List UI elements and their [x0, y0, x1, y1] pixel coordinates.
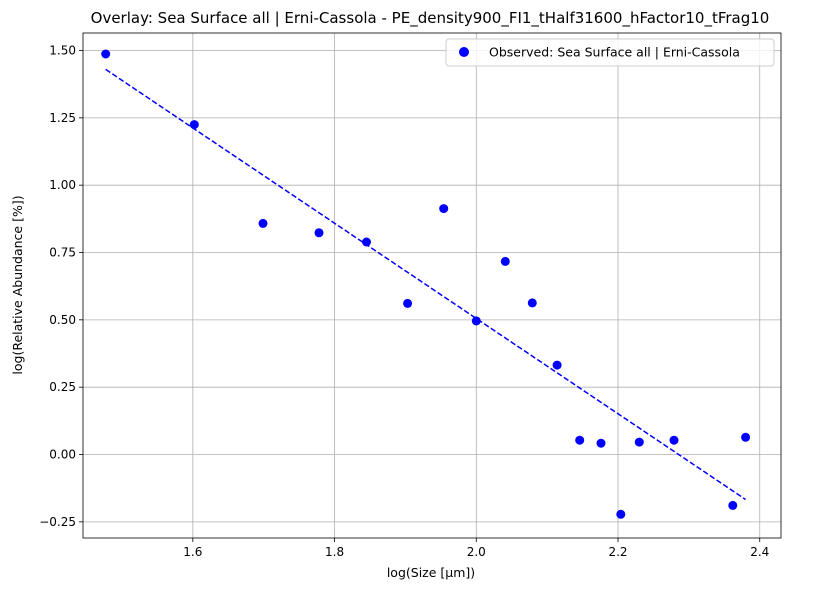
legend-box [445, 38, 775, 67]
y-tick-label: 1.25 [49, 111, 76, 125]
data-point [741, 432, 751, 442]
data-point [669, 435, 679, 445]
data-point [439, 204, 449, 214]
data-point [101, 49, 111, 59]
x-tick-label: 1.8 [325, 545, 344, 559]
data-point [527, 298, 537, 308]
data-point [575, 435, 585, 445]
x-tick-label: 2.0 [467, 545, 486, 559]
data-point [258, 218, 268, 228]
y-tick-label: 0.25 [49, 380, 76, 394]
legend-label: Observed: Sea Surface all | Erni-Cassola [489, 45, 740, 60]
plot-frame [82, 32, 782, 539]
data-point [728, 500, 738, 510]
data-point [471, 316, 481, 326]
data-point [189, 120, 199, 130]
y-tick-label: 0.75 [49, 246, 76, 260]
legend-marker [459, 47, 469, 57]
y-tick-label: 0.00 [49, 448, 76, 462]
fit-line [105, 68, 747, 501]
data-point [362, 237, 371, 247]
chart-title: Overlay: Sea Surface all | Erni-Cassola … [91, 9, 770, 28]
y-tick-label: 1.50 [49, 44, 76, 58]
data-point [596, 438, 606, 448]
data-point [314, 228, 324, 238]
data-point [552, 360, 562, 370]
y-axis-ticks: −0.25 0.00 0.25 0.50 0.75 1.00 1.25 1.50 [39, 44, 83, 529]
legend: Observed: Sea Surface all | Erni-Cassola [445, 38, 775, 67]
plot-series [101, 49, 751, 519]
x-tick-label: 2.4 [750, 545, 769, 559]
data-point [634, 437, 644, 447]
x-axis-ticks: 1.6 1.8 2.0 2.2 2.4 [183, 538, 769, 559]
y-tick-label: 1.00 [49, 178, 76, 192]
x-tick-label: 1.6 [183, 545, 202, 559]
y-tick-label: 0.50 [49, 313, 76, 327]
data-point [616, 509, 626, 519]
y-tick-label: −0.25 [39, 515, 76, 529]
data-point [500, 256, 510, 266]
y-axis-label: log(Relative Abundance [%]) [10, 195, 25, 374]
x-axis-label: log(Size [µm]) [387, 565, 475, 580]
x-tick-label: 2.2 [608, 545, 627, 559]
data-point [403, 298, 413, 308]
